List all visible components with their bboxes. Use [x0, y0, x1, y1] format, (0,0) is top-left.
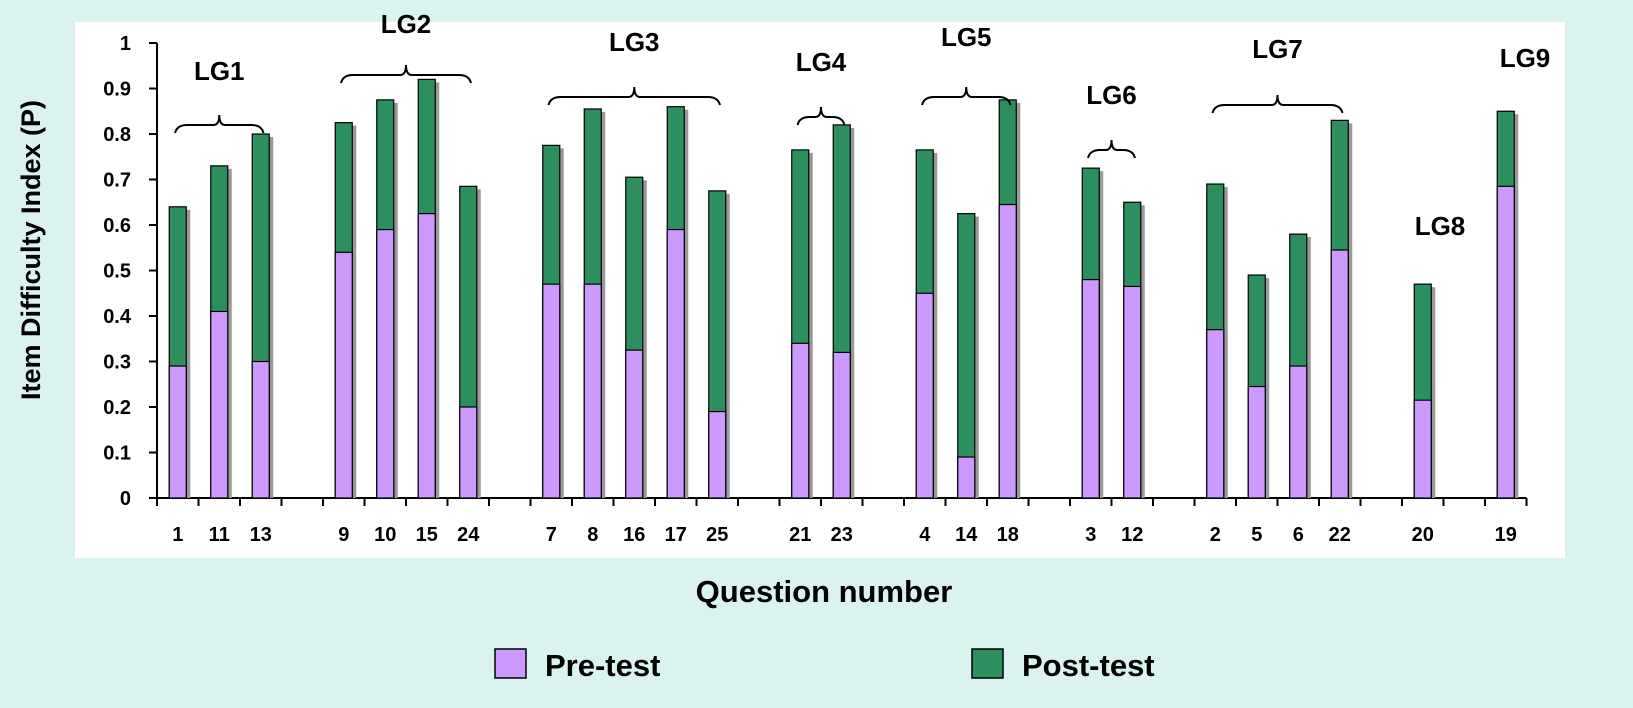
group-label: LG2	[381, 9, 432, 39]
bar	[666, 228, 685, 499]
y-tick-label: 0.5	[103, 261, 131, 283]
legend-swatch	[494, 648, 527, 679]
x-tick-label: 10	[374, 524, 396, 546]
bar	[1413, 399, 1432, 499]
x-tick-label: 9	[338, 524, 349, 546]
y-tick-label: 0.4	[103, 306, 132, 328]
bar	[625, 349, 644, 499]
legend-swatch	[971, 648, 1004, 679]
legend-label: Post-test	[1022, 648, 1155, 683]
bar	[251, 360, 270, 499]
x-tick-label: 12	[1121, 524, 1143, 546]
bar	[1496, 185, 1515, 499]
group-label: LG8	[1415, 211, 1466, 241]
group-brace	[1087, 139, 1136, 159]
bar	[1247, 385, 1266, 499]
y-tick-label: 0.8	[103, 124, 131, 146]
x-tick-label: 6	[1293, 524, 1304, 546]
bar	[376, 228, 395, 499]
bar	[334, 251, 353, 499]
bar	[1289, 365, 1308, 499]
y-tick-label: 0.6	[103, 215, 131, 237]
bar	[957, 213, 976, 499]
y-tick-label: 0.1	[103, 443, 131, 465]
x-tick-label: 19	[1495, 524, 1517, 546]
x-tick-label: 20	[1412, 524, 1434, 546]
bar	[1330, 249, 1349, 499]
y-tick-label: 0	[120, 488, 131, 510]
x-tick-label: 23	[831, 524, 853, 546]
x-tick-label: 18	[997, 524, 1019, 546]
x-tick-label: 24	[457, 524, 480, 546]
x-tick-label: 22	[1329, 524, 1351, 546]
x-tick-label: 21	[789, 524, 811, 546]
x-tick-label: 11	[209, 524, 230, 546]
legend-label: Pre-test	[545, 648, 660, 683]
group-label: LG9	[1500, 43, 1551, 73]
x-tick-label: 7	[546, 524, 557, 546]
group-label: LG5	[941, 22, 992, 52]
bar	[1081, 279, 1100, 499]
group-label: LG3	[609, 27, 660, 57]
bar	[542, 283, 561, 499]
bar	[915, 292, 934, 499]
x-tick-label: 3	[1085, 524, 1096, 546]
bar	[832, 351, 851, 499]
x-axis-title: Question number	[696, 574, 953, 609]
y-tick-label: 0.2	[103, 397, 131, 419]
x-tick-label: 13	[250, 524, 272, 546]
bar	[1123, 285, 1142, 499]
bar	[1206, 329, 1225, 499]
group-label: LG7	[1252, 34, 1303, 64]
x-tick-label: 5	[1251, 524, 1262, 546]
bar	[168, 365, 187, 499]
group-brace	[340, 64, 472, 84]
group-brace	[547, 86, 721, 106]
y-tick-label: 0.9	[103, 79, 131, 101]
y-tick-label: 0.7	[103, 170, 131, 192]
x-tick-label: 4	[919, 524, 931, 546]
group-brace	[174, 114, 265, 134]
x-tick-label: 1	[172, 524, 183, 546]
bar	[417, 213, 436, 499]
x-tick-label: 14	[955, 524, 978, 546]
x-tick-label: 25	[706, 524, 728, 546]
y-tick-label: 1	[120, 33, 131, 55]
y-tick-label: 0.3	[103, 352, 131, 374]
y-axis-title: Item Difficulty Index (P)	[16, 100, 46, 400]
group-label: LG1	[194, 56, 245, 86]
group-brace	[796, 106, 846, 126]
bar	[708, 410, 727, 499]
group-label: LG4	[796, 47, 847, 77]
x-tick-label: 16	[623, 524, 645, 546]
bar	[583, 283, 602, 499]
bar	[957, 456, 976, 499]
bar	[210, 310, 229, 499]
bar	[459, 406, 478, 499]
group-brace	[1211, 94, 1344, 114]
bar	[791, 342, 810, 499]
group-label: LG6	[1086, 80, 1137, 110]
x-tick-label: 2	[1210, 524, 1221, 546]
group-brace	[921, 86, 1012, 106]
x-tick-label: 17	[665, 524, 687, 546]
x-tick-label: 15	[416, 524, 438, 546]
bar	[998, 203, 1017, 499]
x-tick-label: 8	[587, 524, 598, 546]
